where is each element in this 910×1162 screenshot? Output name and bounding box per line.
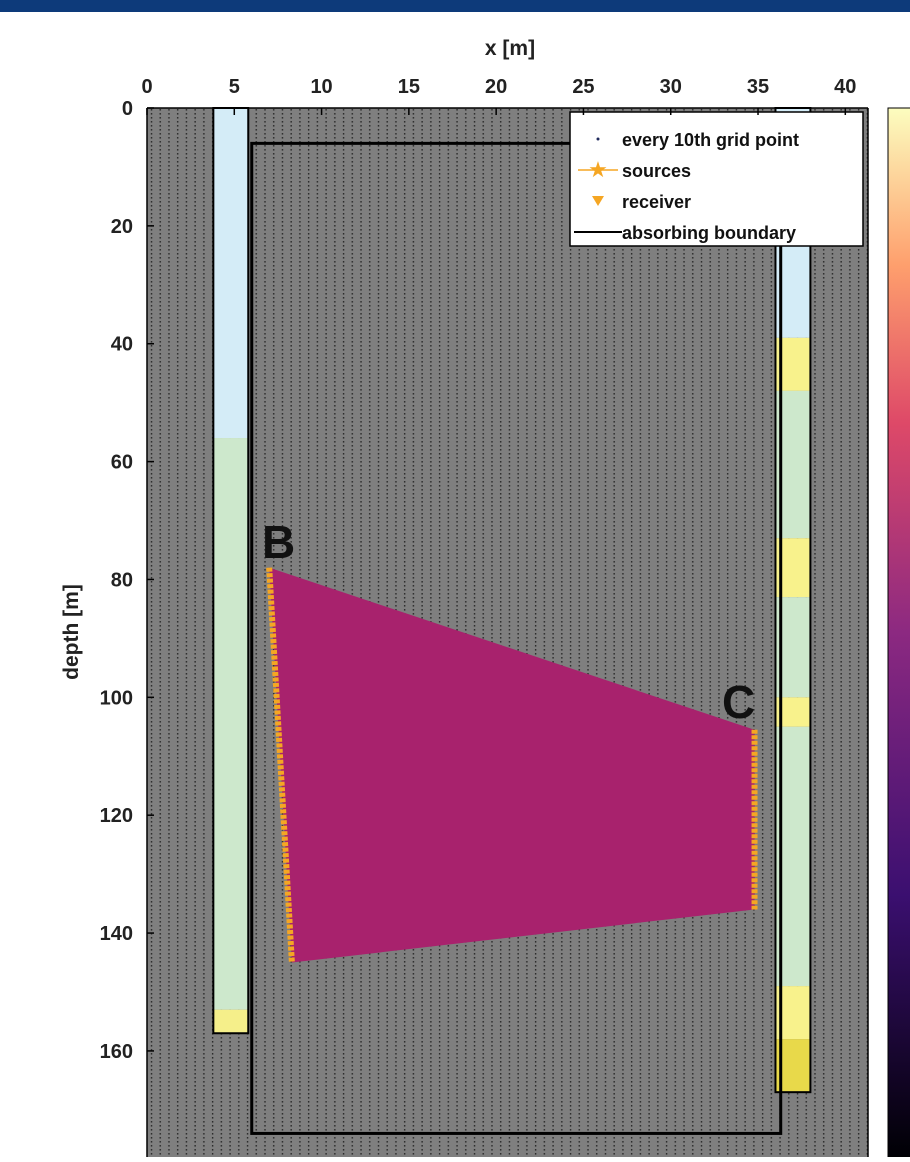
borehole-layer [213, 108, 248, 438]
x-tick-label: 0 [141, 76, 152, 98]
colorbar [888, 108, 910, 1157]
y-axis-label: depth [m] [60, 584, 83, 680]
borehole-layer [213, 438, 248, 1010]
x-axis-label: x [m] [485, 37, 535, 60]
y-tick-label: 0 [122, 98, 133, 120]
borehole-layer [213, 1010, 248, 1034]
x-tick-label: 10 [310, 76, 332, 98]
x-tick-label: 30 [660, 76, 682, 98]
x-tick-label: 35 [747, 76, 769, 98]
annotation: C [722, 676, 755, 728]
chart: x [m] depth [m] BCevery 10th grid point★… [0, 0, 910, 1157]
x-tick-label: 5 [229, 76, 240, 98]
legend-label: receiver [622, 192, 691, 212]
legend-label: sources [622, 161, 691, 181]
y-tick-label: 160 [100, 1041, 133, 1063]
annotation: B [262, 516, 295, 568]
y-tick-label: 80 [111, 569, 133, 591]
legend-marker [597, 138, 600, 141]
x-tick-label: 40 [834, 76, 856, 98]
y-tick-label: 140 [100, 923, 133, 945]
banner [0, 0, 910, 12]
grid-points [147, 108, 868, 1157]
y-tick-label: 20 [111, 216, 133, 238]
x-tick-label: 20 [485, 76, 507, 98]
y-tick-label: 120 [100, 805, 133, 827]
y-tick-label: 100 [100, 687, 133, 709]
x-tick-label: 25 [572, 76, 594, 98]
page: x [m] depth [m] BCevery 10th grid point★… [0, 0, 910, 1157]
y-tick-label: 60 [111, 452, 133, 474]
y-tick-label: 40 [111, 334, 133, 356]
legend-label: every 10th grid point [622, 130, 799, 150]
legend-label: absorbing boundary [622, 223, 796, 243]
legend: every 10th grid point★sourcesreceiverabs… [570, 112, 863, 246]
x-tick-label: 15 [398, 76, 420, 98]
